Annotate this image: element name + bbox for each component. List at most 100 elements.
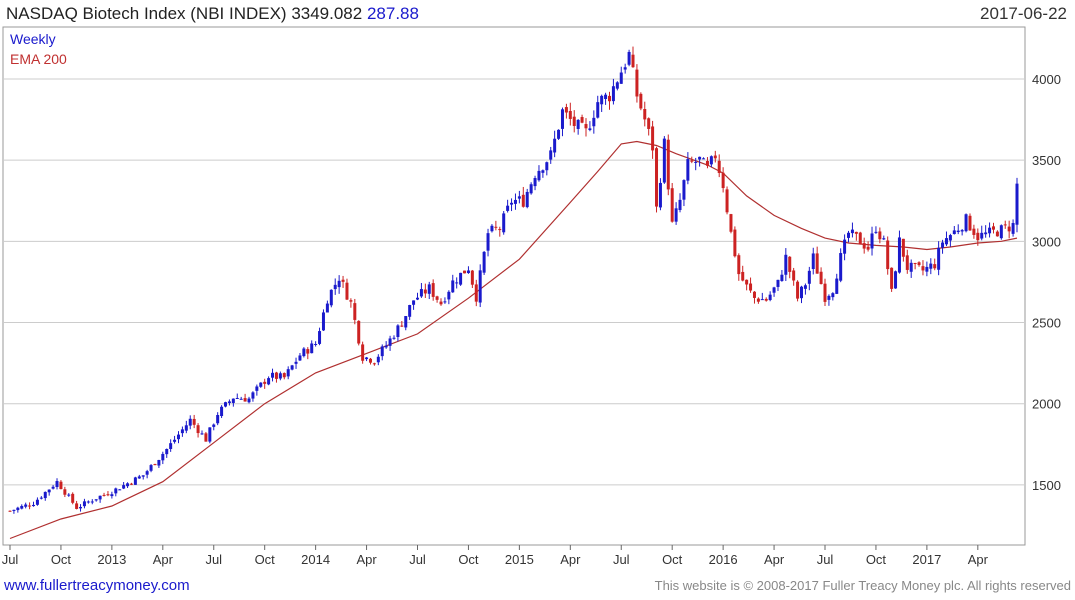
candle-body — [408, 305, 412, 317]
title-text: NASDAQ Biotech Index (NBI INDEX) 3349.08… — [6, 4, 363, 23]
candle-body — [803, 285, 807, 289]
legend-ema: EMA 200 — [10, 51, 67, 67]
candle-body — [427, 284, 431, 294]
candle-body — [729, 214, 733, 232]
candle-body — [133, 477, 137, 485]
candle-body — [541, 170, 545, 173]
candle-body — [666, 139, 670, 190]
candle-body — [490, 225, 494, 232]
candle-body — [82, 501, 86, 507]
y-tick-label: 1500 — [1032, 478, 1061, 493]
candle-body — [235, 398, 239, 400]
candle-body — [59, 481, 63, 490]
x-tick-label: Jul — [205, 552, 222, 567]
candle-body — [658, 182, 662, 208]
candle-body — [768, 294, 772, 301]
candle-body — [784, 254, 788, 275]
candle-body — [870, 233, 874, 249]
candle-body — [102, 494, 106, 496]
candle-body — [913, 262, 917, 264]
candle-body — [298, 355, 302, 361]
x-tick-label: Oct — [866, 552, 887, 567]
candle-body — [263, 381, 267, 384]
candle-body — [286, 369, 290, 377]
candle-body — [368, 358, 372, 363]
candle-body — [39, 497, 43, 499]
candle-body — [459, 272, 463, 285]
candle-body — [439, 301, 443, 305]
candle-body — [333, 284, 337, 290]
candle-body — [455, 282, 459, 284]
candle-body — [416, 297, 420, 300]
candle-body — [991, 226, 995, 230]
candle-body — [854, 231, 858, 234]
candle-body — [337, 280, 341, 288]
candle-body — [318, 331, 322, 344]
candle-body — [807, 270, 811, 284]
candle-body — [204, 433, 208, 442]
candle-body — [47, 489, 51, 493]
x-tick-label: Oct — [458, 552, 479, 567]
candle-body — [357, 320, 361, 344]
y-tick-label: 3500 — [1032, 153, 1061, 168]
site-link[interactable]: www.fullertreacymoney.com — [4, 577, 190, 594]
candle-body — [466, 270, 470, 274]
candle-body — [380, 346, 384, 357]
chart-date: 2017-06-22 — [980, 4, 1067, 23]
candle-body — [745, 279, 749, 285]
candle-body — [251, 392, 255, 399]
x-tick-label: Oct — [51, 552, 72, 567]
candle-body — [32, 504, 36, 507]
candle-body — [20, 505, 24, 509]
candle-body — [560, 109, 564, 129]
candle-body — [976, 232, 980, 241]
candle-body — [321, 312, 325, 331]
x-tick-label: Jul — [2, 552, 19, 567]
candle-body — [588, 128, 592, 131]
candle-body — [835, 278, 839, 294]
candle-body — [705, 160, 709, 166]
candle-body — [756, 298, 760, 302]
candle-body — [600, 95, 604, 105]
x-tick-label: Apr — [153, 552, 174, 567]
candle-body — [905, 255, 909, 270]
candle-body — [278, 373, 282, 379]
copyright-text: This website is © 2008-2017 Fuller Treac… — [654, 578, 1071, 593]
candle-body — [180, 429, 184, 434]
candle-body — [737, 255, 741, 275]
candle-body — [866, 246, 870, 250]
candle-body — [43, 491, 47, 499]
candle-body — [423, 289, 427, 294]
y-tick-label: 2500 — [1032, 316, 1061, 331]
candle-body — [831, 293, 835, 298]
candle-body — [396, 325, 400, 338]
candle-body — [443, 301, 447, 303]
plot-frame — [2, 26, 1026, 546]
candle-body — [1003, 224, 1007, 226]
candle-body — [282, 373, 286, 378]
candle-body — [749, 283, 753, 291]
candle-body — [243, 398, 247, 402]
candle-body — [196, 425, 200, 434]
candle-body — [890, 267, 894, 289]
candle-body — [341, 279, 345, 282]
candle-body — [627, 51, 631, 65]
candle-body — [376, 356, 380, 363]
candle-body — [55, 481, 59, 488]
candle-body — [713, 155, 717, 159]
candle-body — [694, 161, 698, 163]
candle-body — [271, 372, 275, 378]
candle-body — [917, 262, 921, 266]
candle-body — [752, 291, 756, 298]
candle-body — [8, 510, 12, 512]
candle-body — [815, 253, 819, 274]
candle-body — [404, 316, 408, 328]
candle-body — [564, 107, 568, 113]
candle-body — [788, 256, 792, 272]
candle-body — [106, 494, 110, 496]
candle-body — [733, 229, 737, 257]
candle-body — [118, 489, 122, 491]
candle-body — [948, 235, 952, 241]
candle-body — [255, 386, 259, 391]
candle-body — [972, 228, 976, 235]
